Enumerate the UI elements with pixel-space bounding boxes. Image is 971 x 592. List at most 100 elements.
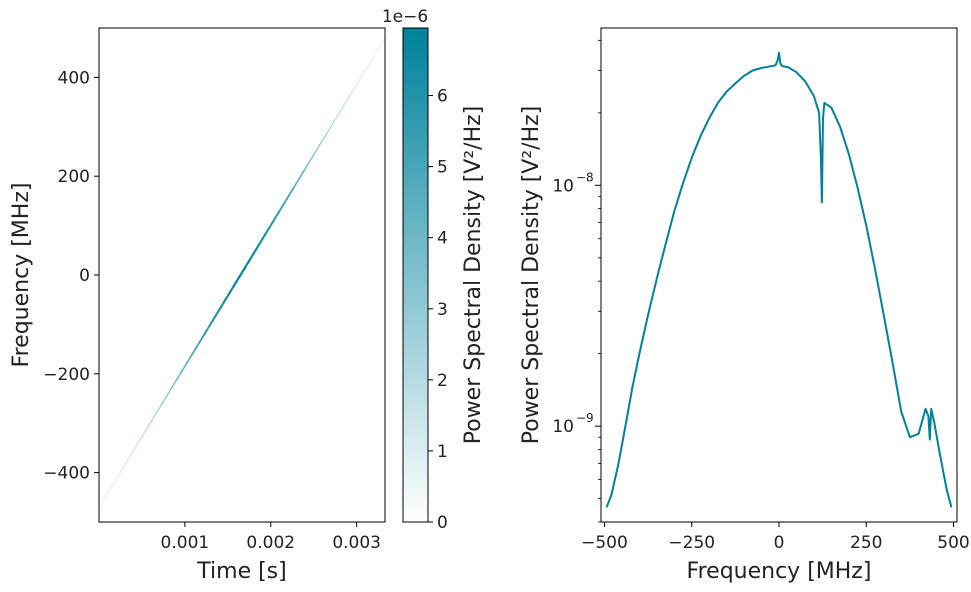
spectrogram-ridge-segment	[150, 413, 157, 422]
spectrogram-ridge-segment	[274, 209, 281, 219]
spectrogram-ridge-segment	[108, 483, 114, 492]
spectrogram-ridge-segment	[355, 76, 362, 86]
spectrogram-y-ticks: −400 −200 0 200 400	[43, 68, 99, 484]
spectrogram-ridge-segment	[207, 318, 215, 328]
spectrogram-ridge-segment	[308, 154, 315, 164]
spectrogram-ridge-segment	[303, 162, 310, 172]
spectrogram-ridge-segment	[226, 287, 234, 297]
psd-x-ticks: −500 −250 0 250 500	[581, 522, 970, 553]
spectrogram-ridge-segment	[336, 107, 343, 117]
spectrogram-x-tick-label: 0.001	[161, 533, 210, 553]
psd-y-label: Power Spectral Density [V²/Hz]	[519, 106, 544, 445]
spectrogram-ridge-segment	[165, 389, 172, 399]
spectrogram-ridge-segment	[184, 358, 191, 367]
spectrogram-ridge-segment	[146, 420, 152, 430]
colorbar-tick-label: 1	[437, 442, 448, 462]
spectrogram-y-label: Frequency [MHz]	[9, 183, 34, 368]
spectrogram-ridge-segment	[212, 311, 220, 320]
spectrogram-ridge-segment	[217, 303, 224, 313]
psd-series-line	[605, 51, 953, 508]
spectrogram-ridge-segment	[245, 256, 253, 266]
spectrogram-y-tick-label: 200	[58, 167, 90, 187]
spectrogram-ridge-segment	[193, 342, 200, 352]
spectrogram-ridge	[98, 37, 386, 508]
spectrogram-ridge-segment	[298, 170, 305, 180]
spectrogram-y-tick-label: 400	[58, 68, 90, 88]
colorbar-label: Power Spectral Density [V²/Hz]	[461, 106, 486, 445]
psd-x-tick-label: −250	[668, 533, 715, 553]
spectrogram-y-tick-label: 0	[79, 266, 90, 286]
spectrogram-ridge-segment	[375, 45, 381, 54]
psd-y-tick-label: 10	[552, 176, 574, 196]
colorbar-tick-label: 0	[437, 513, 448, 533]
spectrogram-y-tick-label: −400	[43, 464, 90, 484]
spectrogram-ridge-segment	[122, 459, 129, 469]
spectrogram-ridge-segment	[365, 61, 372, 70]
spectrogram-ridge-segment	[284, 193, 291, 203]
colorbar-tick-label: 6	[437, 87, 448, 107]
spectrogram-ridge-segment	[174, 373, 181, 383]
spectrogram-ridge-segment	[250, 248, 258, 258]
psd-x-tick-label: −500	[581, 533, 628, 553]
colorbar-tick-label: 5	[437, 158, 448, 178]
colorbar-offset-label: 1e−6	[382, 7, 428, 27]
spectrogram-ridge-segment	[231, 279, 239, 289]
spectrogram-ridge-segment	[293, 178, 300, 187]
spectrogram-plot-area	[99, 28, 385, 522]
spectrogram-ridge-segment	[98, 499, 105, 508]
colorbar-tick-label: 3	[437, 300, 448, 320]
spectrogram-ridge-segment	[379, 37, 386, 46]
colorbar-tick-label: 4	[437, 229, 448, 249]
psd-plot-area	[601, 28, 957, 522]
spectrogram-ridge-segment	[341, 100, 348, 109]
psd-y-tick-exponent: −9	[576, 411, 594, 425]
spectrogram-ridge-segment	[360, 68, 367, 78]
spectrogram-ridge-segment	[155, 405, 162, 414]
spectrogram-ridge-segment	[160, 397, 167, 406]
spectrogram-ridge-segment	[327, 123, 334, 133]
spectrogram-y-tick-label: −200	[43, 365, 90, 385]
colorbar: 0 1 2 3 4 5 6 1e−6 Power Spectral Density [V²/…	[382, 7, 486, 533]
spectrogram-ridge-segment	[117, 467, 124, 477]
spectrogram-ridge-segment	[131, 444, 138, 453]
colorbar-tick-label: 2	[437, 371, 448, 391]
spectrogram-ridge-segment	[141, 428, 148, 438]
spectrogram-ridge-segment	[264, 225, 272, 234]
spectrogram-ridge-segment	[169, 381, 176, 391]
spectrogram-ridge-segment	[332, 115, 338, 125]
psd-x-tick-label: 0	[774, 533, 785, 553]
spectrogram-ridge-segment	[198, 334, 205, 344]
psd-x-tick-label: 250	[850, 533, 882, 553]
spectrogram-ridge-segment	[260, 232, 267, 242]
spectrogram-x-tick-label: 0.003	[332, 533, 381, 553]
colorbar-ticks: 0 1 2 3 4 5 6	[428, 87, 448, 533]
colorbar-frame	[402, 27, 429, 523]
spectrogram-x-tick-label: 0.002	[246, 533, 295, 553]
psd-panel: −500 −250 0 250 500 10−910−8 Frequency [MHz]…	[519, 27, 970, 584]
spectrogram-ridge-segment	[203, 326, 210, 336]
colorbar-gradient	[403, 28, 428, 522]
psd-x-tick-label: 500	[937, 533, 969, 553]
psd-y-tick-exponent: −8	[576, 170, 594, 184]
spectrogram-ridge-segment	[103, 491, 109, 500]
spectrogram-ridge-segment	[136, 436, 143, 445]
spectrogram-ridge-segment	[179, 365, 186, 375]
spectrogram-ridge-segment	[222, 295, 229, 305]
spectrogram-ridge-segment	[370, 53, 376, 62]
spectrogram-ridge-segment	[279, 201, 286, 211]
spectrogram-ridge-segment	[317, 139, 324, 148]
spectrogram-ridge-segment	[269, 217, 277, 227]
spectrogram-ridge-segment	[255, 240, 262, 250]
psd-x-label: Frequency [MHz]	[687, 559, 872, 584]
spectrogram-ridge-segment	[241, 264, 248, 274]
psd-y-tick-label: 10	[552, 417, 574, 437]
spectrogram-x-label: Time [s]	[196, 559, 286, 584]
spectrogram-ridge-segment	[188, 350, 196, 360]
spectrogram-ridge-segment	[351, 84, 357, 93]
spectrogram-ridge-segment	[112, 475, 119, 484]
spectrogram-ridge-segment	[236, 271, 243, 281]
spectrogram-x-ticks: 0.001 0.002 0.003	[161, 522, 381, 553]
spectrogram-ridge-segment	[322, 131, 329, 140]
spectrogram-ridge-segment	[127, 452, 133, 461]
